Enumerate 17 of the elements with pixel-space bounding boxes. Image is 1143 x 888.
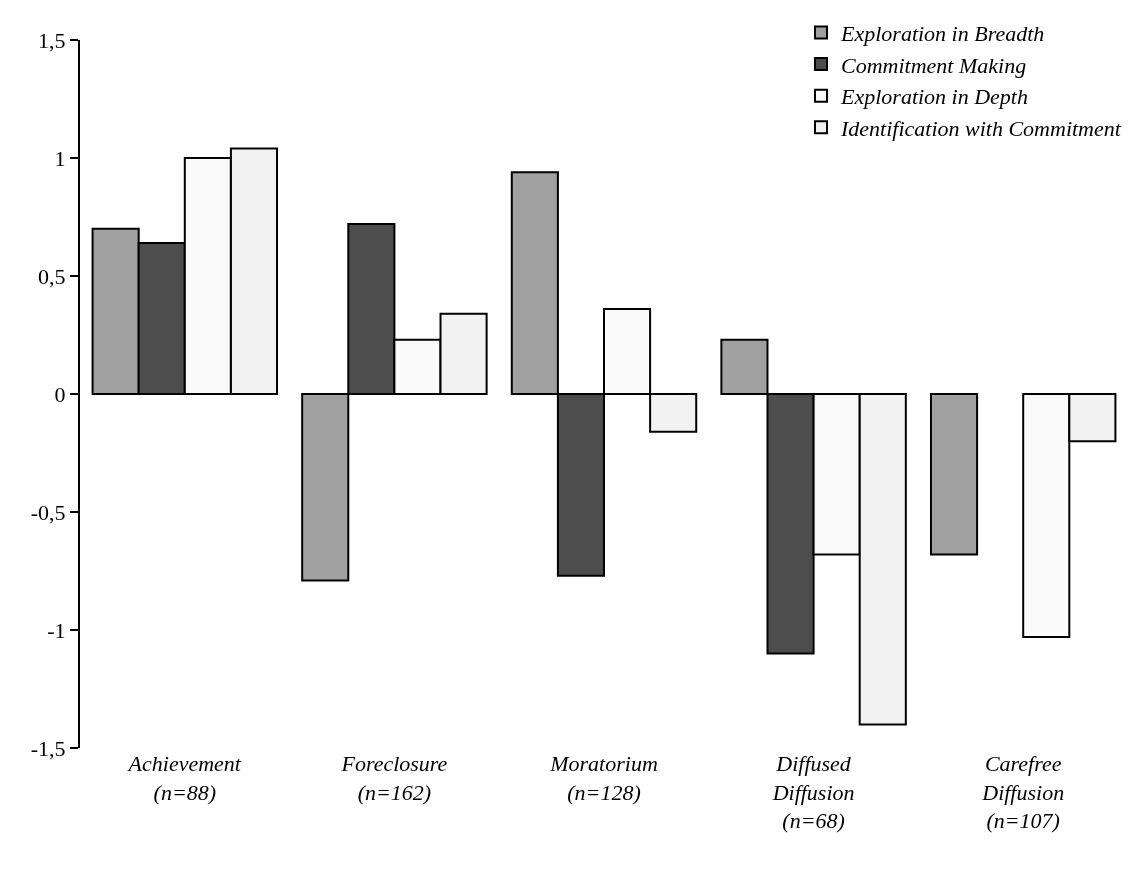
bar: [929, 393, 979, 556]
legend-label: Identification with Commitment: [840, 115, 1122, 141]
x-tick-label: Diffused Diffusion (n=68): [771, 751, 855, 834]
x-tick-label: Foreclosure (n=162): [340, 751, 448, 805]
y-tick-label: 1: [54, 145, 66, 171]
x-tick-label: Achievement (n=88): [126, 751, 242, 805]
y-tick-label: 1,5: [38, 27, 66, 53]
x-tick-label: Moratorium (n=128): [549, 751, 658, 805]
legend-label: Exploration in Breadth: [840, 21, 1045, 47]
legend-label: Commitment Making: [841, 52, 1027, 78]
y-tick-label: -0,5: [30, 499, 66, 525]
legend-label: Exploration in Depth: [840, 84, 1028, 110]
y-tick-label: 0: [54, 381, 66, 407]
y-tick-label: 0,5: [38, 263, 66, 289]
x-tick-label: Carefree Diffusion (n=107): [981, 751, 1065, 834]
y-tick-label: -1: [47, 617, 66, 643]
y-tick-label: -1,5: [30, 735, 66, 761]
